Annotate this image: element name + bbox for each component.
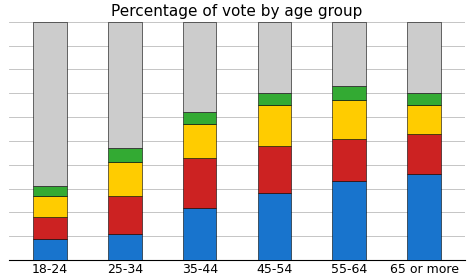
Bar	[33, 196, 67, 217]
Bar	[108, 22, 142, 148]
Bar	[333, 100, 366, 139]
Bar	[333, 139, 366, 181]
Bar	[183, 208, 217, 260]
Bar	[333, 22, 366, 86]
Bar	[183, 158, 217, 208]
Bar	[183, 124, 217, 158]
Bar	[33, 217, 67, 239]
Bar	[108, 196, 142, 234]
Title: Percentage of vote by age group: Percentage of vote by age group	[111, 4, 363, 19]
Bar	[258, 22, 291, 93]
Bar	[108, 148, 142, 162]
Bar	[333, 181, 366, 260]
Bar	[33, 239, 67, 260]
Bar	[33, 22, 67, 186]
Bar	[183, 22, 217, 112]
Bar	[333, 86, 366, 100]
Bar	[258, 193, 291, 260]
Bar	[258, 105, 291, 146]
Bar	[407, 22, 441, 93]
Bar	[258, 93, 291, 105]
Bar	[258, 146, 291, 193]
Bar	[183, 112, 217, 124]
Bar	[407, 134, 441, 174]
Bar	[33, 186, 67, 196]
Bar	[407, 93, 441, 105]
Bar	[108, 162, 142, 196]
Bar	[108, 234, 142, 260]
Bar	[407, 174, 441, 260]
Bar	[407, 105, 441, 134]
